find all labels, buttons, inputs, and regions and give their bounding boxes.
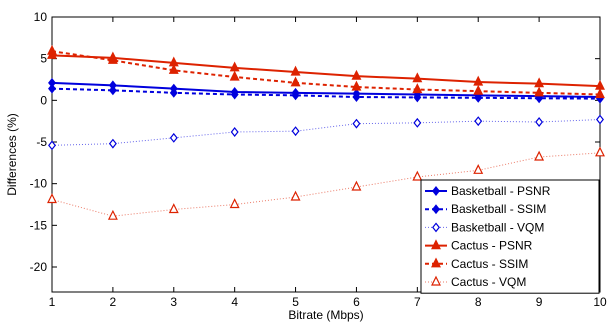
x-tick-label: 3 [170,295,177,309]
data-point [413,117,422,128]
data-point [168,203,179,214]
data-point [413,92,422,103]
x-tick-label: 6 [353,295,360,309]
data-point [230,127,239,137]
data-point [107,53,118,64]
legend-marker [431,275,441,286]
data-point [412,83,423,94]
x-tick-label: 5 [292,295,299,309]
series-line [51,50,601,96]
x-tick-label: 2 [110,295,117,309]
data-point [595,88,605,99]
y-axis-ticks: 10 5 0 -5 -10 -15 -20 [30,10,600,274]
data-point [290,76,301,87]
data-point [596,114,604,125]
y-tick-label: -15 [30,218,48,232]
data-point [534,86,545,97]
data-point [412,170,423,181]
x-tick-label: 4 [231,295,238,309]
data-point [291,90,300,101]
data-point [290,190,301,201]
legend-entry-label: Cactus - VQM [451,275,526,289]
legend-marker [432,222,440,233]
legend-entry-label: Basketball - VQM [451,220,544,234]
data-point [229,198,240,209]
data-point [534,150,545,161]
data-point [47,44,57,55]
data-point [473,163,484,174]
data-point [595,146,605,157]
series-line [51,152,601,217]
y-axis-label: Differences (%) [5,113,19,195]
y-tick-label: -5 [36,135,47,149]
x-tick-label: 10 [593,295,607,309]
legend: Basketball - PSNR Basketball - SSIM Basket… [420,179,600,294]
legend-entry-label: Cactus - PSNR [451,239,533,253]
legend-entry-label: Basketball - PSNR [451,184,551,198]
data-point [168,63,179,74]
data-point [352,118,361,129]
x-axis-ticks: 1 2 3 4 5 6 7 8 9 10 [49,17,607,309]
legend-entry-label: Cactus - SSIM [451,257,528,271]
data-point [169,132,178,143]
data-point [412,72,423,83]
data-point [352,92,361,102]
x-tick-label: 7 [414,295,421,309]
data-point [351,69,362,80]
x-tick-label: 1 [49,295,56,309]
series-markers [47,44,605,220]
data-point [169,87,178,98]
data-point [107,209,118,220]
legend-box [420,179,600,294]
data-point [473,84,484,95]
data-point [291,126,300,137]
data-point [108,85,117,96]
y-tick-label: -20 [30,260,48,274]
legend-marker [431,257,441,268]
data-point [108,138,117,149]
series-line [51,81,601,98]
legend-marker [432,204,440,215]
x-axis-label: Bitrate (Mbps) [288,308,363,322]
data-point [351,80,362,91]
x-tick-label: 8 [475,295,482,309]
x-tick-label: 9 [536,295,543,309]
data-point [48,140,56,151]
series-lines [51,50,601,217]
y-tick-label: -10 [30,177,48,191]
data-point [47,193,57,204]
y-tick-label: 0 [40,93,47,107]
series-line [51,87,601,100]
legend-marker [431,239,441,250]
legend-entry-label: Basketball - SSIM [451,202,546,216]
y-tick-label: 10 [34,10,48,24]
data-point [351,180,362,191]
data-point [229,70,240,81]
data-point [48,83,56,94]
data-point [474,116,483,127]
data-point [535,117,544,127]
y-tick-label: 5 [40,52,47,66]
data-point [230,89,239,100]
data-point [474,92,483,103]
series-line [51,54,601,88]
legend-marker [432,186,440,196]
data-point [290,65,301,76]
